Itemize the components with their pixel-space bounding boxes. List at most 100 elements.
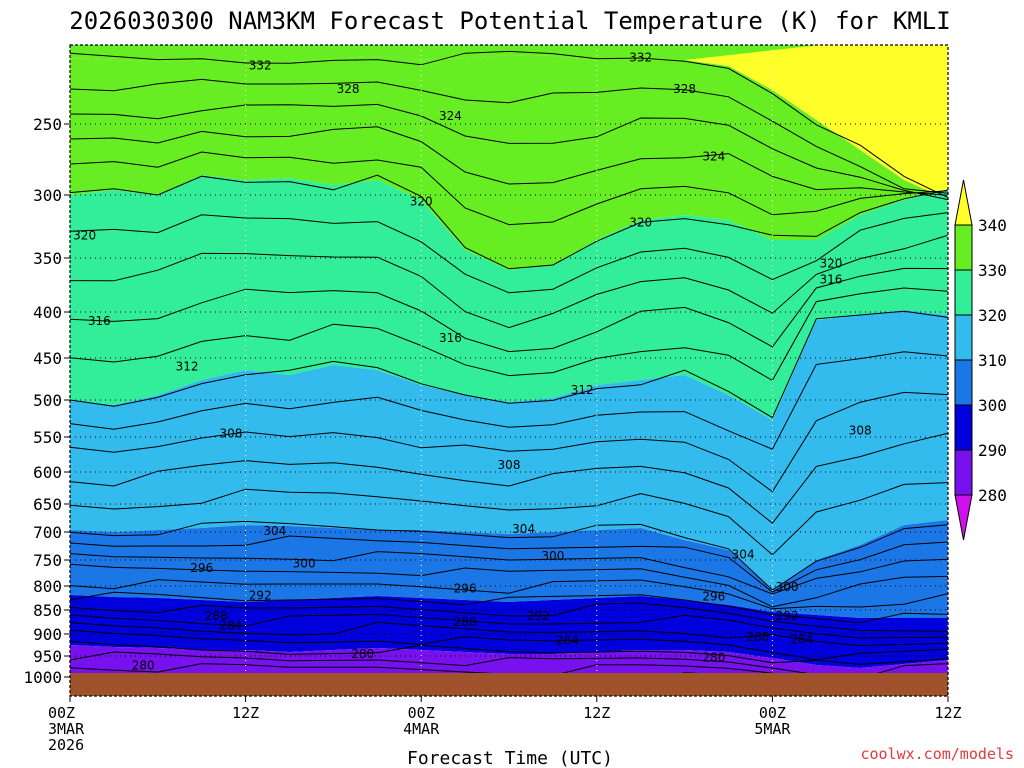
contour-label: 324 — [439, 109, 462, 123]
contour-line — [70, 126, 948, 196]
contour-line — [70, 212, 948, 294]
contour-label: 304 — [512, 522, 535, 536]
contour-line — [70, 602, 948, 632]
contour-label: 296 — [454, 581, 477, 595]
contour-label: 288 — [454, 615, 477, 629]
colorbar-segment — [954, 449, 973, 496]
contour-line — [70, 520, 948, 591]
colorbar-label: 320 — [978, 306, 1007, 325]
credit-text: coolwx.com/models — [860, 745, 1014, 763]
colorbar-top-arrow — [954, 179, 973, 226]
contour-label: 288 — [205, 609, 228, 623]
contour-label: 308 — [849, 423, 872, 437]
y-axis: 250 300 350 400 450 500 550 600 650 700 750 800 850 9… — [23, 115, 70, 687]
contour-band — [70, 310, 948, 590]
colorbar-label: 290 — [978, 441, 1007, 460]
contour-fill-bands — [70, 45, 948, 696]
contour-line — [70, 50, 948, 199]
contour-label: 292 — [249, 589, 272, 603]
plot-frame — [69, 44, 949, 697]
y-tick-label: 350 — [33, 249, 62, 268]
contour-line — [70, 613, 948, 639]
contour-line — [70, 640, 948, 665]
chart-title: 2026030300 NAM3KM Forecast Potential Tem… — [69, 7, 950, 35]
contour-line — [70, 267, 948, 353]
contour-label: 284 — [790, 632, 813, 646]
contour-label: 316 — [439, 331, 462, 345]
contour-label: 328 — [673, 82, 696, 96]
contour-label: 320 — [819, 256, 842, 270]
contour-label: 292 — [527, 609, 550, 623]
x-tick-label: 00Z — [48, 704, 75, 722]
contour-label: 296 — [190, 561, 213, 575]
contour-label: 308 — [498, 458, 521, 472]
x-tick-label: 2026 — [48, 736, 84, 754]
y-tick-label: 250 — [33, 115, 62, 134]
colorbar-segment — [954, 314, 973, 361]
contour-label: 328 — [337, 82, 360, 96]
y-tick-label: 950 — [33, 647, 62, 666]
contour-label: 320 — [410, 194, 433, 208]
contour-label: 292 — [776, 609, 799, 623]
y-tick-label: 750 — [33, 551, 62, 570]
contour-line — [70, 591, 948, 624]
y-tick-label: 500 — [33, 391, 62, 410]
y-tick-label: 550 — [33, 428, 62, 447]
colorbar-bottom-arrow — [954, 494, 973, 541]
contour-line — [70, 310, 948, 419]
y-tick-label: 650 — [33, 495, 62, 514]
colorbar: 340 330 320 310 300 290 280 — [954, 179, 1007, 541]
contour-label: 300 — [293, 557, 316, 571]
contour-label: 296 — [702, 590, 725, 604]
contour-label: 280 — [351, 647, 374, 661]
contour-line — [70, 234, 948, 329]
contour-label: 332 — [249, 59, 272, 73]
contour-band — [70, 175, 948, 420]
contour-line — [70, 629, 948, 661]
contour-line — [70, 563, 948, 608]
x-tick-label: 4MAR — [403, 720, 440, 738]
y-tick-label: 600 — [33, 463, 62, 482]
colorbar-segment — [954, 269, 973, 316]
contour-label: 284 — [556, 634, 579, 648]
contour-line — [70, 551, 948, 595]
y-tick-label: 800 — [33, 577, 62, 596]
colorbar-label: 340 — [978, 216, 1007, 235]
contour-labels: 332 332 328 328 324 324 320 320 320 320 316 316 316 3… — [73, 51, 871, 673]
contour-line — [70, 482, 948, 556]
y-tick-label: 400 — [33, 303, 62, 322]
colorbar-label: 310 — [978, 351, 1007, 370]
contour-label: 300 — [541, 549, 564, 563]
contour-label: 312 — [176, 359, 199, 373]
colorbar-label: 300 — [978, 396, 1007, 415]
contour-label: 316 — [88, 314, 111, 328]
x-tick-label: 00Z — [759, 704, 786, 722]
y-tick-label: 450 — [33, 349, 62, 368]
contour-label: 320 — [73, 228, 96, 242]
contour-label: 316 — [819, 273, 842, 287]
x-tick-label: 12Z — [583, 704, 610, 722]
contour-line — [70, 579, 948, 610]
contour-line — [70, 432, 948, 524]
contour-label: 304 — [263, 524, 286, 538]
contour-label: 280 — [702, 650, 725, 664]
contour-label: 288 — [746, 630, 769, 644]
contour-label: 312 — [571, 383, 594, 397]
x-tick-label: 12Z — [934, 704, 961, 722]
contour-line — [70, 651, 948, 679]
colorbar-label: 330 — [978, 261, 1007, 280]
colorbar-label: 280 — [978, 486, 1007, 505]
contour-line — [70, 351, 948, 450]
contour-label: 304 — [732, 547, 755, 561]
y-tick-label: 900 — [33, 625, 62, 644]
x-tick-label: 00Z — [408, 704, 435, 722]
y-tick-label: 1000 — [23, 668, 62, 687]
band-330-340 — [70, 45, 820, 63]
contour-label: 280 — [132, 659, 155, 673]
y-tick-label: 700 — [33, 523, 62, 542]
contour-label: 284 — [220, 618, 243, 632]
contour-band — [70, 55, 948, 270]
colorbar-segment — [954, 224, 973, 271]
contour-line — [70, 103, 948, 201]
